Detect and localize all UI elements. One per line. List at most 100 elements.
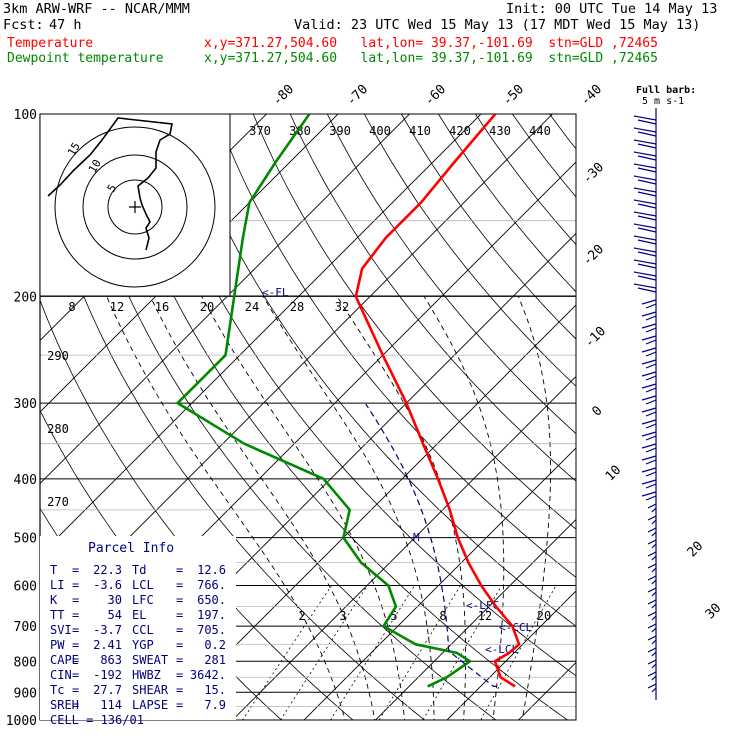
isotherm-tick-label: -60 (422, 82, 449, 109)
parcel-value: 7.9 (204, 698, 226, 712)
wind-barb (641, 467, 657, 477)
parcel-eq: = (72, 653, 79, 667)
barb-key-unit: 5 m s-1 (642, 96, 684, 107)
parcel-key: LI (50, 578, 64, 592)
wind-barb (633, 151, 657, 161)
pressure-tick-label: 100 (14, 108, 37, 123)
parcel-value: 863 (100, 653, 122, 667)
parcel-box-bg (40, 536, 236, 720)
parcel-eq: = (176, 593, 183, 607)
parcel-eq: = (72, 623, 79, 637)
hodograph-ring-label: 15 (65, 140, 83, 158)
wind-barb (647, 563, 657, 573)
hodograph-ring (54, 126, 216, 288)
wind-barb (647, 659, 657, 669)
parcel-value: 22.3 (93, 563, 122, 577)
moist-adiabat-line (517, 296, 552, 720)
isotherm-line (577, 86, 740, 733)
parcel-value: 30 (108, 593, 122, 607)
mixing-ratio-label: 5 (390, 609, 397, 623)
theta-label: 270 (47, 495, 69, 509)
wind-barb (641, 299, 657, 309)
wind-barb (641, 359, 657, 369)
isotherm-line (40, 114, 411, 485)
isotherm-tick-label: -50 (500, 82, 527, 109)
parcel-key: CIN (50, 668, 72, 682)
pressure-tick-label: 700 (14, 620, 37, 635)
wind-barb (633, 259, 657, 269)
wind-barb (633, 175, 657, 185)
dry-adiabat-line (289, 114, 576, 482)
theta-e-label: 430 (489, 124, 511, 138)
parcel-key: SWEAT (132, 653, 168, 667)
parcel-value: 15. (204, 683, 226, 697)
parcel-key: SVI (50, 623, 72, 637)
pressure-tick-label: 300 (14, 397, 37, 412)
isotherm-line (374, 518, 576, 720)
wind-speed-tick-label: 12 (110, 300, 124, 314)
parcel-key: Td (132, 563, 146, 577)
wind-barb (647, 587, 657, 597)
level-marker-label: <-LFC (466, 599, 499, 612)
parcel-eq: = (72, 668, 79, 682)
parcel-value: 3642. (190, 668, 226, 682)
parcel-eq: = (176, 653, 183, 667)
wind-barb (641, 443, 657, 453)
level-marker-label: <-FL (262, 286, 289, 299)
parcel-key: T (50, 563, 57, 577)
parcel-eq: = (176, 638, 183, 652)
parcel-value: 54 (108, 608, 122, 622)
wind-barb (647, 647, 657, 657)
isotherm-line (446, 590, 576, 720)
theta-e-label: 390 (329, 124, 351, 138)
mixing-ratio-label: 8 (439, 609, 446, 623)
level-marker-label: <-CCL (499, 621, 532, 634)
wind-speed-tick-label: 8 (68, 300, 75, 314)
dry-adiabat-line (674, 86, 740, 733)
wind-barb (633, 271, 657, 281)
hodograph-ring (107, 179, 163, 235)
wind-barb (641, 347, 657, 357)
isotherm-line (517, 661, 576, 720)
wind-speed-tick-label: 16 (155, 300, 169, 314)
wind-barb (647, 515, 657, 525)
isotherm-tick-label: 20 (685, 539, 707, 561)
wind-barb (647, 599, 657, 609)
dry-adiabat-line (0, 86, 6, 733)
parcel-value: -192 (93, 668, 122, 682)
wind-barb (647, 611, 657, 621)
isotherm-line (40, 114, 482, 556)
wind-barb (633, 247, 657, 257)
wind-barb (647, 671, 657, 681)
isotherm-line (40, 114, 339, 413)
mixing-ratio-line (280, 585, 368, 720)
parcel-eq: = (72, 563, 79, 577)
hodograph-ring (82, 154, 188, 260)
parcel-key: SREH (50, 698, 79, 712)
isotherm-line (303, 447, 576, 720)
wind-barb (647, 527, 657, 537)
parcel-eq: = (176, 698, 183, 712)
theta-e-label: 370 (249, 124, 271, 138)
theta-e-label: 440 (529, 124, 551, 138)
parcel-eq: = (72, 638, 79, 652)
parcel-key: HWBZ (132, 668, 161, 682)
parcel-eq: = (72, 593, 79, 607)
parcel-eq: = (176, 683, 183, 697)
parcel-eq: = (176, 563, 183, 577)
dewpoint-line (176, 114, 472, 688)
pressure-tick-label: 600 (14, 580, 37, 595)
wind-barb (633, 115, 657, 125)
wind-barb (633, 163, 657, 173)
wind-barb (647, 635, 657, 645)
parcel-eq: = (72, 683, 79, 697)
pressure-tick-label: 800 (14, 655, 37, 670)
mixing-ratio-label: 20 (537, 609, 551, 623)
parcel-value: 12.6 (197, 563, 226, 577)
mixing-ratio-label: 2 (298, 609, 305, 623)
theta-e-label: 400 (369, 124, 391, 138)
wind-barb (641, 311, 657, 321)
moist-adiabat-line (336, 296, 467, 720)
pressure-tick-label: 400 (14, 473, 37, 488)
